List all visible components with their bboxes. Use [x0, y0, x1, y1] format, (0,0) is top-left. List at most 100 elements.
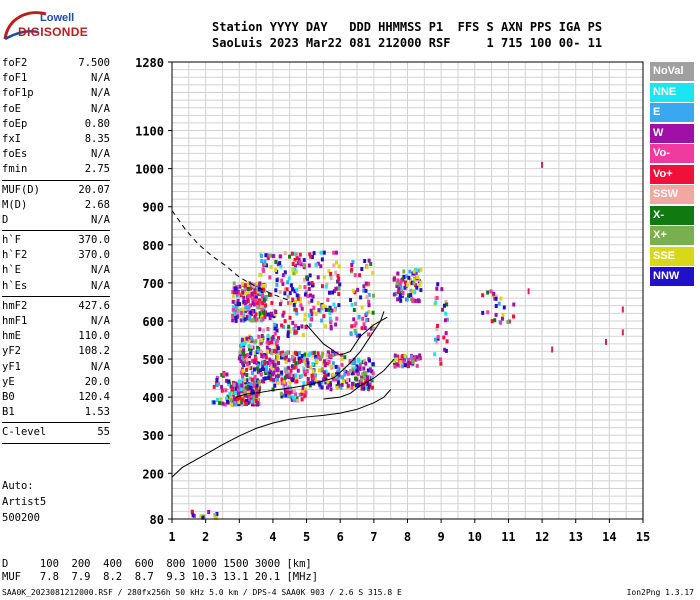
param-row: h`F 370.0 [2, 233, 110, 248]
echo-point [310, 255, 314, 260]
echo-point [291, 261, 295, 266]
echo-point [242, 355, 246, 360]
echo-point [238, 396, 242, 401]
echo-point [332, 289, 336, 294]
echo-point [241, 392, 245, 397]
echo-point [402, 274, 406, 279]
echo-point [303, 356, 307, 361]
echo-point [235, 287, 239, 292]
echo-point [304, 356, 308, 361]
echo-point [259, 298, 263, 303]
auto-label: Auto: [2, 480, 34, 492]
param-row: M(D) 2.68 [2, 198, 110, 213]
echo-point [298, 284, 302, 289]
echo-point [268, 336, 272, 341]
echo-point [406, 357, 410, 362]
echo-point [242, 382, 246, 387]
echo-point [335, 372, 339, 377]
echo-point [410, 280, 414, 285]
echo-point [280, 350, 284, 355]
echo-point [249, 346, 253, 351]
echo-point [250, 344, 254, 349]
echo-point [298, 374, 302, 379]
echo-point [327, 359, 331, 364]
echo-point [413, 277, 417, 282]
echo-point [256, 393, 260, 398]
echo-point [239, 391, 243, 396]
echo-point [354, 376, 358, 381]
legend-item: NNW [650, 267, 694, 286]
param-value: 2.68 [84, 198, 110, 211]
echo-point [327, 383, 331, 388]
echo-point [364, 371, 368, 376]
echo-point [362, 288, 366, 293]
echo-point [239, 349, 243, 354]
echo-point [393, 364, 397, 369]
echo-point [337, 264, 341, 269]
echo-point [396, 297, 400, 302]
echo-point [300, 388, 304, 393]
echo-point [492, 291, 496, 296]
echo-point [260, 304, 264, 309]
echo-point [246, 400, 250, 405]
echo-point [368, 358, 372, 363]
echo-point [231, 399, 235, 404]
echo-point [294, 376, 298, 381]
param-name: C-level [2, 426, 47, 439]
echo-point [286, 333, 290, 338]
echo-point [234, 402, 238, 407]
echo-point [355, 368, 359, 373]
echo-point [403, 356, 407, 361]
echo-point [305, 362, 309, 367]
echo-point [239, 344, 243, 349]
echo-point [233, 390, 237, 395]
echo-point [232, 402, 236, 407]
echo-point [356, 382, 360, 387]
echo-point [244, 380, 248, 385]
header-values: SaoLuis 2023 Mar22 081 212000 RSF 1 715 … [212, 36, 603, 50]
echo-point [371, 270, 375, 275]
echo-point [278, 254, 282, 259]
echo-point [256, 378, 260, 383]
echo-point [344, 369, 348, 374]
echo-point [226, 394, 230, 399]
echo-point [271, 335, 275, 340]
echo-point [294, 251, 298, 256]
echo-point [267, 253, 271, 258]
echo-point [269, 363, 273, 368]
echo-point [291, 364, 295, 369]
echo-point [295, 351, 299, 356]
echo-point [302, 258, 306, 263]
echo-point [242, 383, 246, 388]
echo-point [268, 316, 272, 321]
echo-point [253, 288, 257, 293]
echo-point [336, 378, 340, 383]
echo-point [314, 354, 318, 359]
echo-point [402, 275, 406, 280]
echo-point [298, 298, 302, 303]
echo-point [332, 377, 336, 382]
echo-point [235, 306, 239, 311]
echo-point [353, 273, 357, 278]
echo-point [269, 359, 273, 364]
echo-point [257, 387, 261, 392]
echo-point [239, 394, 243, 399]
echo-point [252, 284, 256, 289]
echo-point [264, 253, 268, 258]
echo-point [316, 261, 320, 266]
echo-point [253, 294, 257, 299]
echo-point [296, 261, 300, 266]
echo-point [253, 396, 257, 401]
echo-point [262, 361, 266, 366]
echo-point [241, 386, 245, 391]
echo-point [266, 333, 270, 338]
echo-point [413, 298, 417, 303]
echo-point [235, 293, 239, 298]
echo-point [231, 307, 235, 312]
echo-point [326, 372, 330, 377]
echo-point [275, 378, 279, 383]
echo-point [257, 289, 261, 294]
echo-point [261, 286, 265, 291]
echo-point [252, 389, 256, 394]
echo-point [303, 285, 307, 290]
